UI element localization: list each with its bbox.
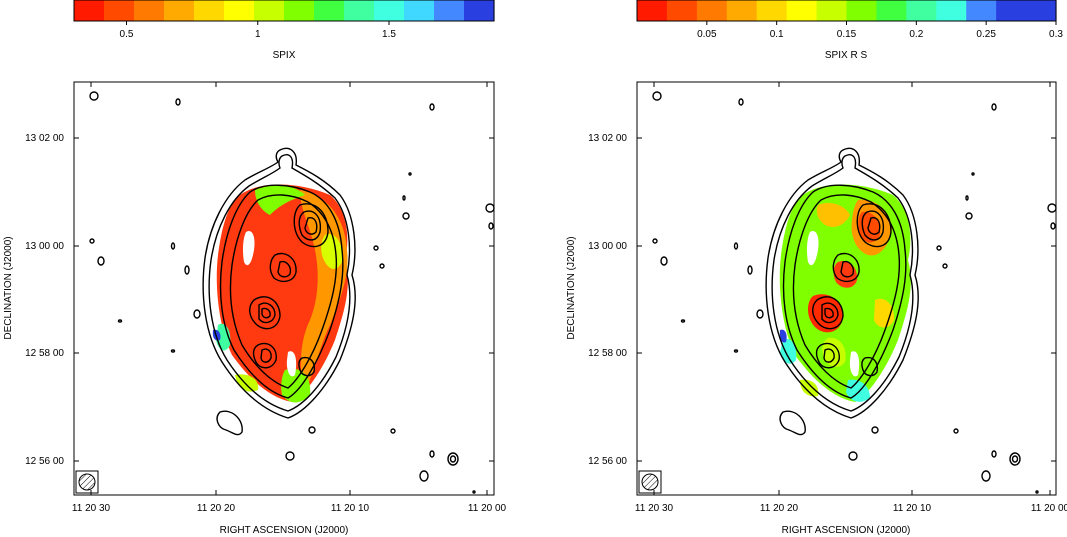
right-axis-ticks: 11 20 30 11 20 20 11 20 10 11 20 00 13 02 00… xyxy=(588,82,1067,514)
y-tick-label: 12 58 00 xyxy=(25,348,64,359)
colorbar-cell xyxy=(104,0,135,21)
colorbar-cell xyxy=(344,0,375,21)
left-contours xyxy=(89,91,495,494)
colorbar-cell xyxy=(464,0,495,21)
colorbar-cell xyxy=(726,0,758,21)
y-tick-label: 13 02 00 xyxy=(588,133,627,144)
colorbar-cell xyxy=(666,0,698,21)
colorbar-cell xyxy=(756,0,788,21)
colorbar-tick-label: 1.5 xyxy=(382,29,396,40)
colorbar-cell xyxy=(906,0,937,21)
colorbar-cell xyxy=(966,0,997,21)
y-tick-label: 12 56 00 xyxy=(588,456,627,467)
colorbar-cell xyxy=(194,0,225,21)
colorbar-cell xyxy=(696,0,728,21)
colorbar-tick-label: 0.05 xyxy=(697,29,717,40)
x-tick-label: 11 20 30 xyxy=(635,503,674,514)
colorbar-cell xyxy=(637,0,668,21)
colorbar-tick-label: 0.2 xyxy=(909,29,923,40)
colorbar-tick-label: 0.1 xyxy=(770,29,784,40)
colorbar-cell xyxy=(164,0,195,21)
left-map-image xyxy=(75,91,495,494)
colorbar-cell xyxy=(816,0,848,21)
colorbar-cell xyxy=(224,0,255,21)
x-tick-label: 11 20 10 xyxy=(331,503,370,514)
right-contours xyxy=(652,91,1057,494)
right-plot-frame xyxy=(636,81,1057,496)
left-panel: 0.5 1 1.5 SPIX xyxy=(3,0,507,536)
left-colorbar-label: SPIX xyxy=(273,50,296,61)
colorbar-cell xyxy=(284,0,315,21)
right-spectral-index-error-map xyxy=(779,184,911,402)
right-colorbar-cells xyxy=(637,0,1057,21)
colorbar-cell xyxy=(254,0,285,21)
colorbar-cell xyxy=(996,0,1027,21)
colorbar-tick-label: 0.3 xyxy=(1049,29,1063,40)
y-tick-label: 13 00 00 xyxy=(25,241,64,252)
right-y-axis-label: DECLINATION (J2000) xyxy=(566,236,577,339)
colorbar-tick-label: 1 xyxy=(255,29,261,40)
colorbar-cell xyxy=(404,0,435,21)
y-tick-label: 12 58 00 xyxy=(588,348,627,359)
y-tick-label: 13 00 00 xyxy=(588,241,627,252)
left-colorbar-ticks: 0.5 1 1.5 xyxy=(120,21,396,40)
right-colorbar: 0.05 0.1 0.15 0.2 0.25 0.3 SPIX R S xyxy=(636,0,1063,61)
x-tick-label: 11 20 30 xyxy=(72,503,111,514)
colorbar-cell xyxy=(434,0,465,21)
left-x-axis-label: RIGHT ASCENSION (J2000) xyxy=(220,525,349,536)
right-panel: 0.05 0.1 0.15 0.2 0.25 0.3 SPIX R S xyxy=(566,0,1067,536)
x-tick-label: 11 20 00 xyxy=(1031,503,1067,514)
left-colorbar: 0.5 1 1.5 SPIX xyxy=(73,0,495,61)
right-x-axis-label: RIGHT ASCENSION (J2000) xyxy=(782,525,911,536)
x-tick-label: 11 20 20 xyxy=(760,503,799,514)
left-y-axis-label: DECLINATION (J2000) xyxy=(3,236,14,339)
x-tick-label: 11 20 10 xyxy=(893,503,932,514)
y-tick-label: 12 56 00 xyxy=(25,456,64,467)
x-tick-label: 11 20 20 xyxy=(197,503,236,514)
colorbar-tick-label: 0.25 xyxy=(976,29,996,40)
y-tick-label: 13 02 00 xyxy=(25,133,64,144)
colorbar-tick-label: 0.15 xyxy=(837,29,857,40)
left-axis-ticks: 11 20 30 11 20 20 11 20 10 11 20 00 13 02 00… xyxy=(25,82,507,514)
left-beam-marker xyxy=(75,470,99,494)
left-colorbar-frame xyxy=(73,0,495,22)
colorbar-cell xyxy=(74,0,105,21)
colorbar-cell xyxy=(936,0,967,21)
left-plot-frame xyxy=(73,81,495,496)
colorbar-cell xyxy=(876,0,907,21)
right-map-image xyxy=(638,91,1057,494)
colorbar-cell xyxy=(134,0,165,21)
colorbar-cell xyxy=(786,0,818,21)
colorbar-cell xyxy=(314,0,345,21)
colorbar-tick-label: 0.5 xyxy=(120,29,134,40)
colorbar-cell xyxy=(1026,0,1057,21)
right-colorbar-ticks: 0.05 0.1 0.15 0.2 0.25 0.3 xyxy=(697,21,1063,40)
right-colorbar-label: SPIX R S xyxy=(825,50,868,61)
colorbar-cell xyxy=(846,0,878,21)
right-beam-marker xyxy=(638,470,662,494)
colorbar-cell xyxy=(374,0,405,21)
x-tick-label: 11 20 00 xyxy=(468,503,507,514)
left-colorbar-cells xyxy=(74,0,495,21)
